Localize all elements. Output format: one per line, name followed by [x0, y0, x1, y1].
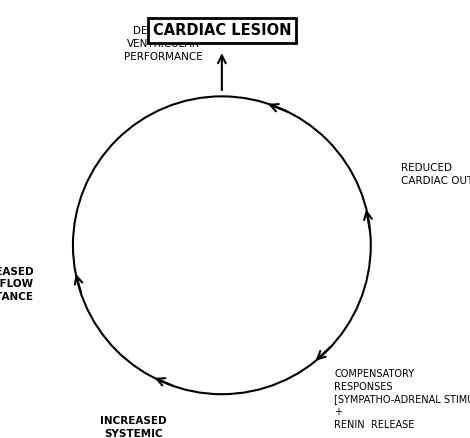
- Text: DEPRESSED
VENTRICULAR
PERFORMANCE: DEPRESSED VENTRICULAR PERFORMANCE: [124, 26, 203, 62]
- Text: CARDIAC LESION: CARDIAC LESION: [153, 23, 291, 38]
- Text: INCREASED
OUTFLOW
RESISTANCE: INCREASED OUTFLOW RESISTANCE: [0, 267, 33, 302]
- Text: COMPENSATORY
RESPONSES
[SYMPATHO-ADRENAL STIMULATION]
+
RENIN  RELEASE: COMPENSATORY RESPONSES [SYMPATHO-ADRENAL…: [334, 369, 470, 430]
- Text: INCREASED
SYSTEMIC
VASCULAR
RESISTANCE: INCREASED SYSTEMIC VASCULAR RESISTANCE: [97, 416, 170, 438]
- Text: REDUCED
CARDIAC OUTPUT: REDUCED CARDIAC OUTPUT: [401, 163, 470, 186]
